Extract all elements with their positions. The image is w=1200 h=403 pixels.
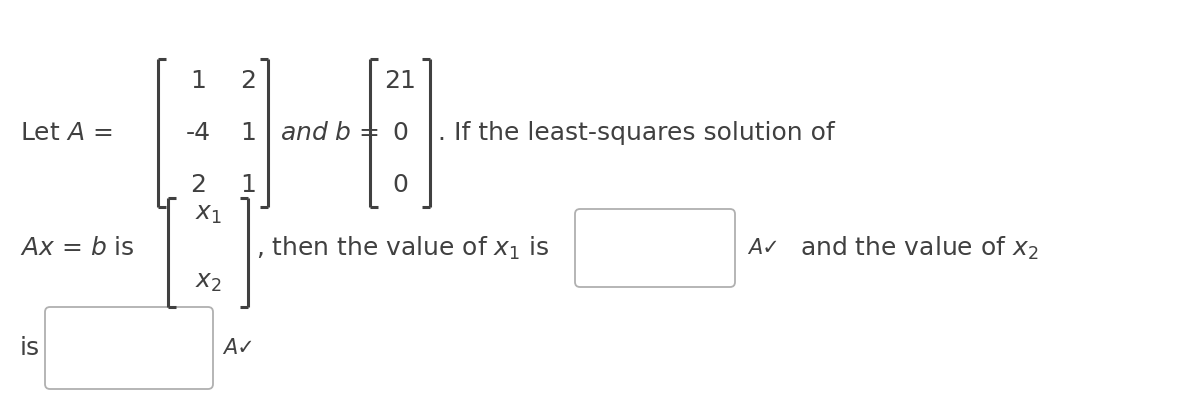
Text: $\mathit{A}\mathit{x}$ = $\mathit{b}$ is: $\mathit{A}\mathit{x}$ = $\mathit{b}$ is xyxy=(20,236,134,260)
Text: -4: -4 xyxy=(186,121,210,145)
Text: is: is xyxy=(20,336,40,360)
FancyBboxPatch shape xyxy=(46,307,214,389)
Text: A✓: A✓ xyxy=(748,238,780,258)
Text: , then the value of $\mathit{x}_1$ is: , then the value of $\mathit{x}_1$ is xyxy=(256,235,550,262)
Text: 21: 21 xyxy=(384,69,416,93)
Text: 2: 2 xyxy=(240,69,256,93)
FancyBboxPatch shape xyxy=(575,209,734,287)
Text: 2: 2 xyxy=(190,173,206,197)
Text: 1: 1 xyxy=(240,121,256,145)
Text: and $\mathit{b}$ =: and $\mathit{b}$ = xyxy=(280,121,379,145)
Text: $x_1$: $x_1$ xyxy=(194,202,222,226)
Text: A✓: A✓ xyxy=(223,338,254,358)
Text: . If the least-squares solution of: . If the least-squares solution of xyxy=(438,121,835,145)
Text: 1: 1 xyxy=(190,69,206,93)
Text: 0: 0 xyxy=(392,173,408,197)
Text: and the value of $\mathit{x}_2$: and the value of $\mathit{x}_2$ xyxy=(800,235,1038,262)
Text: Let $\mathit{A}$ =: Let $\mathit{A}$ = xyxy=(20,121,113,145)
Text: 0: 0 xyxy=(392,121,408,145)
Text: 1: 1 xyxy=(240,173,256,197)
Text: $x_2$: $x_2$ xyxy=(194,270,222,294)
